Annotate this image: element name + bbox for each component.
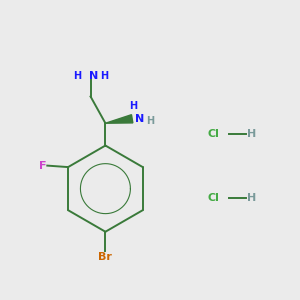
Text: H: H xyxy=(146,116,154,126)
Text: N: N xyxy=(89,71,98,81)
Text: Br: Br xyxy=(98,252,112,262)
Text: H: H xyxy=(100,71,109,81)
Text: N: N xyxy=(135,114,144,124)
Text: Cl: Cl xyxy=(208,193,220,202)
Polygon shape xyxy=(105,115,133,123)
Text: H: H xyxy=(130,101,138,111)
Text: H: H xyxy=(247,193,256,202)
Text: Cl: Cl xyxy=(208,129,220,139)
Text: F: F xyxy=(39,160,46,171)
Text: H: H xyxy=(73,71,81,81)
Text: H: H xyxy=(247,129,256,139)
